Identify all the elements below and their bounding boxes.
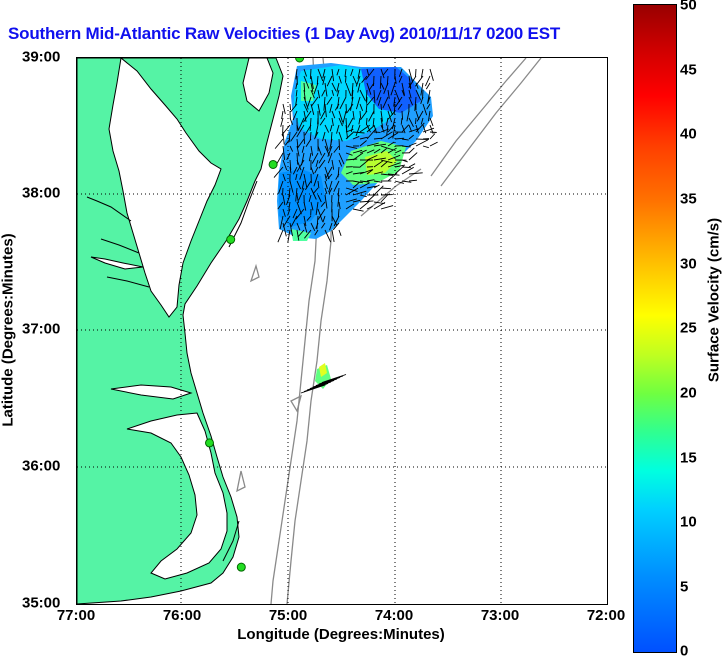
map-plot-area[interactable] [76,57,608,605]
x-tick-label: 73:00 [481,607,519,624]
velocity-vector [339,230,341,236]
velocity-vector [275,139,283,149]
x-tick-label: 74:00 [375,607,413,624]
velocity-vector [374,76,375,86]
velocity-vector [430,118,433,126]
station-marker-station-5 [237,563,245,571]
colorbar-tick: 0 [680,643,688,660]
velocity-vector [360,201,369,209]
velocity-vector [416,140,428,146]
velocity-vector [381,104,382,110]
velocity-vector [366,118,367,125]
velocity-vector [402,167,414,174]
map-title: Southern Mid-Atlantic Raw Velocities (1 … [8,24,560,44]
velocity-vector [381,206,393,209]
x-axis-label: Longitude (Degrees:Minutes) [237,626,445,643]
colorbar-tick: 5 [680,579,688,596]
y-tick-label: 35:00 [22,595,60,612]
x-tick-label: 72:00 [587,607,625,624]
velocity-vector [409,153,417,160]
velocity-vector [304,384,328,392]
colorbar-label: Surface Velocity (cm/s) [706,218,723,382]
velocity-vector [283,188,284,195]
velocity-vector [409,180,417,181]
velocity-vector [282,111,283,119]
velocity-vector [304,132,305,144]
station-marker-station-2 [269,160,277,168]
station-marker-station-4 [206,439,214,447]
velocity-vector [278,230,283,242]
y-tick-label: 38:00 [22,185,60,202]
x-tick-label: 75:00 [269,607,307,624]
velocity-vector [381,188,391,189]
velocity-vector [332,230,334,242]
station-marker-station-3 [227,236,235,244]
velocity-vector [416,69,417,77]
velocity-vector [353,209,364,211]
velocity-vector [409,148,414,153]
station-marker-station-1 [296,58,304,62]
velocity-colorbar [633,4,677,653]
velocity-vector [283,132,284,145]
x-tick-label: 77:00 [57,607,95,624]
y-tick-label: 36:00 [22,458,60,475]
velocity-vector [409,164,415,167]
velocity-vector [409,173,423,174]
x-tick-label: 76:00 [163,607,201,624]
velocity-vector [360,111,361,118]
velocity-vector [283,104,285,114]
velocity-vector [423,146,429,148]
colorbar-tick: 20 [680,385,697,402]
colorbar-tick: 45 [680,62,697,79]
colorbar-tick: 30 [680,256,697,273]
colorbar-tick: 40 [680,126,697,143]
y-tick-label: 39:00 [22,49,60,66]
velocity-vector [430,142,438,146]
colorbar-tick: 50 [680,0,697,14]
map-canvas [77,58,607,604]
y-tick-label: 37:00 [22,321,60,338]
velocity-vector [360,201,374,202]
colorbar-tick: 35 [680,191,697,208]
y-axis-label: Latitude (Degrees:Minutes) [0,233,17,426]
velocity-vector [339,139,340,150]
colorbar-tick: 10 [680,514,697,531]
colorbar-tick: 15 [680,450,697,467]
velocity-vector [430,69,433,81]
velocity-vector [430,132,437,133]
velocity-vector [346,76,347,83]
colorbar-tick: 25 [680,320,697,337]
velocity-vector [338,209,339,217]
velocity-vector [290,104,291,110]
velocity-field [277,63,433,389]
velocity-vector [430,134,435,140]
velocity-vector [416,118,417,124]
